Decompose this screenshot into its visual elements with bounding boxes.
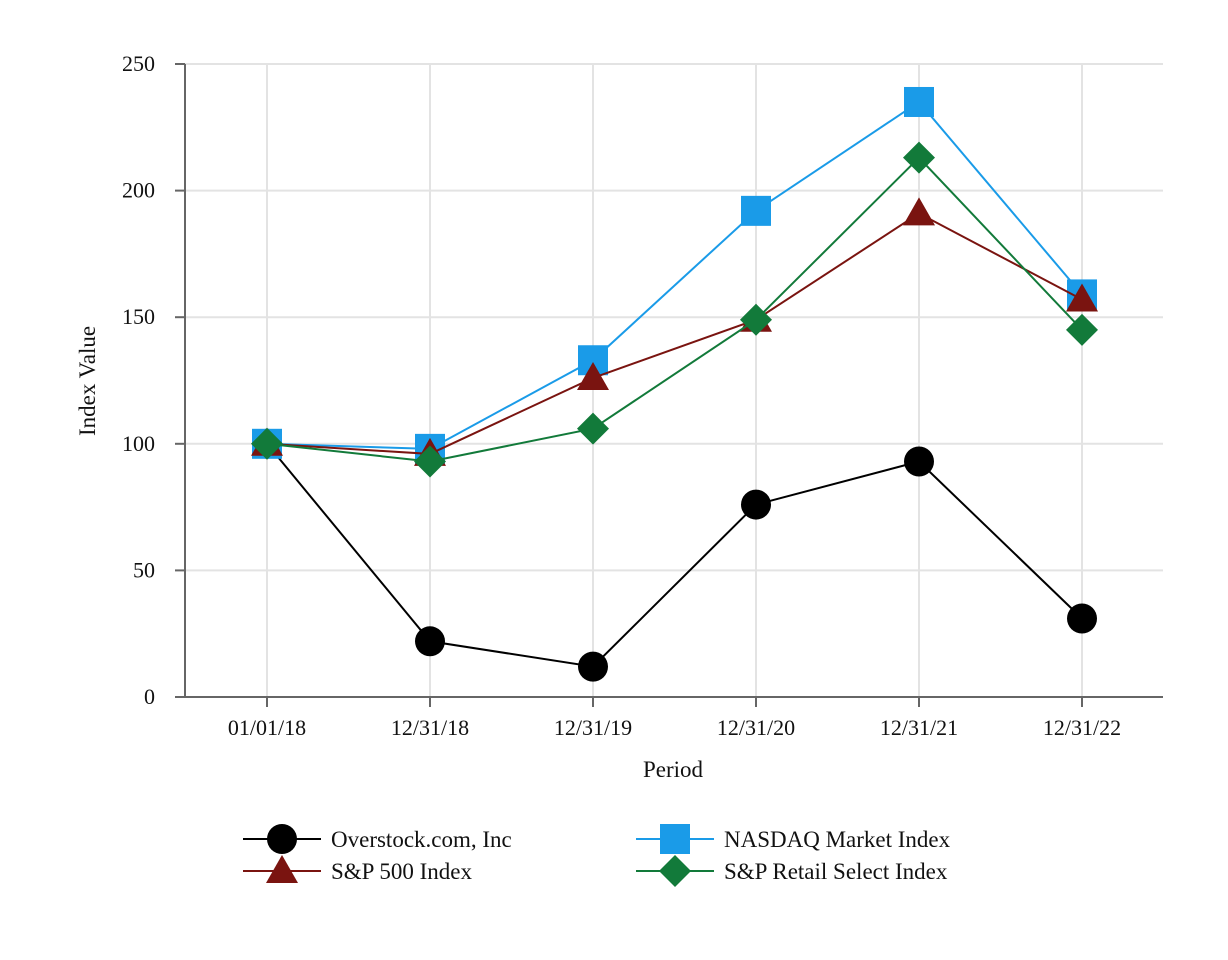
legend-item: Overstock.com, Inc [243,824,512,854]
y-tick-label: 0 [144,684,155,709]
series-line [266,443,1083,668]
legend-item: S&P Retail Select Index [636,855,948,887]
gridlines [185,63,1163,697]
data-point [577,412,609,445]
legend-label: Overstock.com, Inc [331,827,512,852]
series-line [266,100,1083,450]
data-point [1066,283,1098,312]
legend-marker [267,824,297,854]
data-point [903,141,935,174]
series-overstock-com-inc [252,428,1097,682]
data-point [741,489,771,520]
legend: Overstock.com, Inc NASDAQ Market Index S&P… [243,824,951,887]
data-point [904,86,934,117]
legend-marker [659,855,691,887]
data-point [415,626,445,657]
x-tick-label: 01/01/18 [228,715,306,740]
legend-item: NASDAQ Market Index [636,824,951,854]
y-tick-label: 200 [122,178,155,203]
data-point [578,651,608,682]
x-axis-title: Period [643,757,704,782]
x-tick-label: 12/31/22 [1043,715,1121,740]
y-tick-label: 100 [122,431,155,456]
series-nasdaq-market-index [252,86,1097,464]
data-point [903,197,935,226]
axes [184,64,1163,698]
legend-label: S&P 500 Index [331,859,472,884]
data-point [251,427,283,460]
tick-labels: 0 50 100 150 200 250 01/01/18 12/31/18 12/31/19 1… [122,51,1121,740]
data-point [414,445,446,478]
x-tick-label: 12/31/18 [391,715,469,740]
data-point [740,303,772,336]
y-tick-label: 250 [122,51,155,76]
series-line [266,212,1083,455]
series-line [266,156,1083,463]
legend-label: NASDAQ Market Index [724,827,951,852]
series-s-p-500-index [251,197,1098,466]
legend-marker [660,824,690,854]
legend-label: S&P Retail Select Index [724,859,948,884]
legend-marker [266,855,298,883]
data-point [577,361,609,390]
y-axis-title: Index Value [75,326,100,436]
x-tick-label: 12/31/21 [880,715,958,740]
y-tick-label: 50 [133,557,155,582]
x-tick-label: 12/31/19 [554,715,632,740]
series-s-p-retail-select-index [251,141,1098,478]
data-point [1067,603,1097,634]
data-point [904,446,934,477]
x-tick-label: 12/31/20 [717,715,795,740]
data-point [1066,313,1098,346]
series [251,86,1098,682]
y-tick-label: 150 [122,304,155,329]
data-point [741,195,771,226]
legend-item: S&P 500 Index [243,855,472,884]
